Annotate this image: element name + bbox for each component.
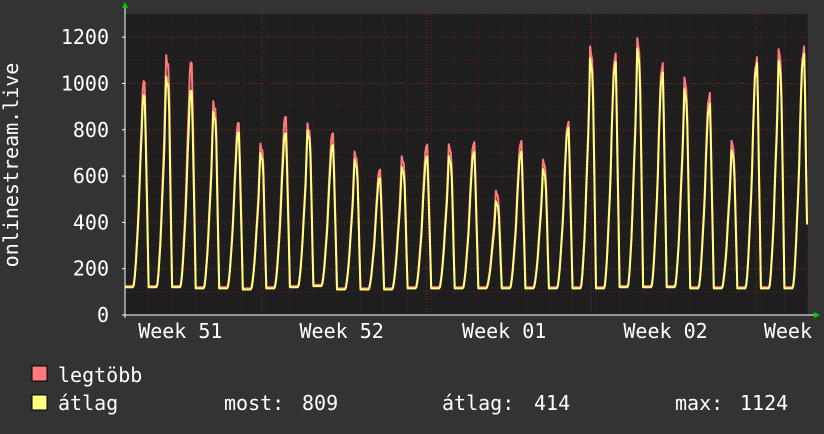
stat-average-label: átlag: bbox=[442, 391, 514, 415]
x-axis-arrow bbox=[814, 312, 820, 318]
legend: legtöbb átlag most: 809 átlag: 414 max: … bbox=[31, 363, 788, 415]
y-tick-label: 200 bbox=[73, 257, 109, 281]
stat-current-value: 809 bbox=[302, 391, 338, 415]
legend-swatch-avg bbox=[31, 394, 48, 411]
stat-current-label: most: bbox=[224, 391, 284, 415]
x-tick-label: Week 51 bbox=[138, 319, 222, 343]
x-tick-label: Week 52 bbox=[300, 319, 384, 343]
series-line-avg bbox=[125, 47, 808, 291]
legend-label-max: legtöbb bbox=[58, 363, 142, 387]
legend-label-avg: átlag bbox=[58, 391, 118, 415]
y-tick-label: 0 bbox=[97, 303, 109, 327]
x-tick-label: Week bbox=[764, 319, 812, 343]
y-tick-label: 600 bbox=[73, 164, 109, 188]
axes bbox=[122, 2, 820, 318]
stat-max-value: 1124 bbox=[740, 391, 788, 415]
y-tick-labels: 0 200 400 600 800 1000 1200 bbox=[61, 25, 125, 327]
y-axis-arrow bbox=[122, 2, 128, 8]
y-axis-title: onlinestream.live bbox=[0, 63, 23, 268]
grid-lines bbox=[124, 13, 809, 315]
legend-swatch-max bbox=[31, 365, 48, 382]
x-tick-label: Week 01 bbox=[462, 319, 546, 343]
x-tick-labels: Week 51 Week 52 Week 01 Week 02 Week bbox=[138, 319, 812, 343]
x-tick-label: Week 02 bbox=[623, 319, 707, 343]
y-tick-label: 400 bbox=[73, 210, 109, 234]
y-tick-label: 800 bbox=[73, 118, 109, 142]
y-tick-label: 1000 bbox=[61, 71, 109, 95]
y-tick-label: 1200 bbox=[61, 25, 109, 49]
stat-average-value: 414 bbox=[534, 391, 570, 415]
stat-max-label: max: bbox=[675, 391, 723, 415]
series-lines bbox=[125, 37, 808, 291]
